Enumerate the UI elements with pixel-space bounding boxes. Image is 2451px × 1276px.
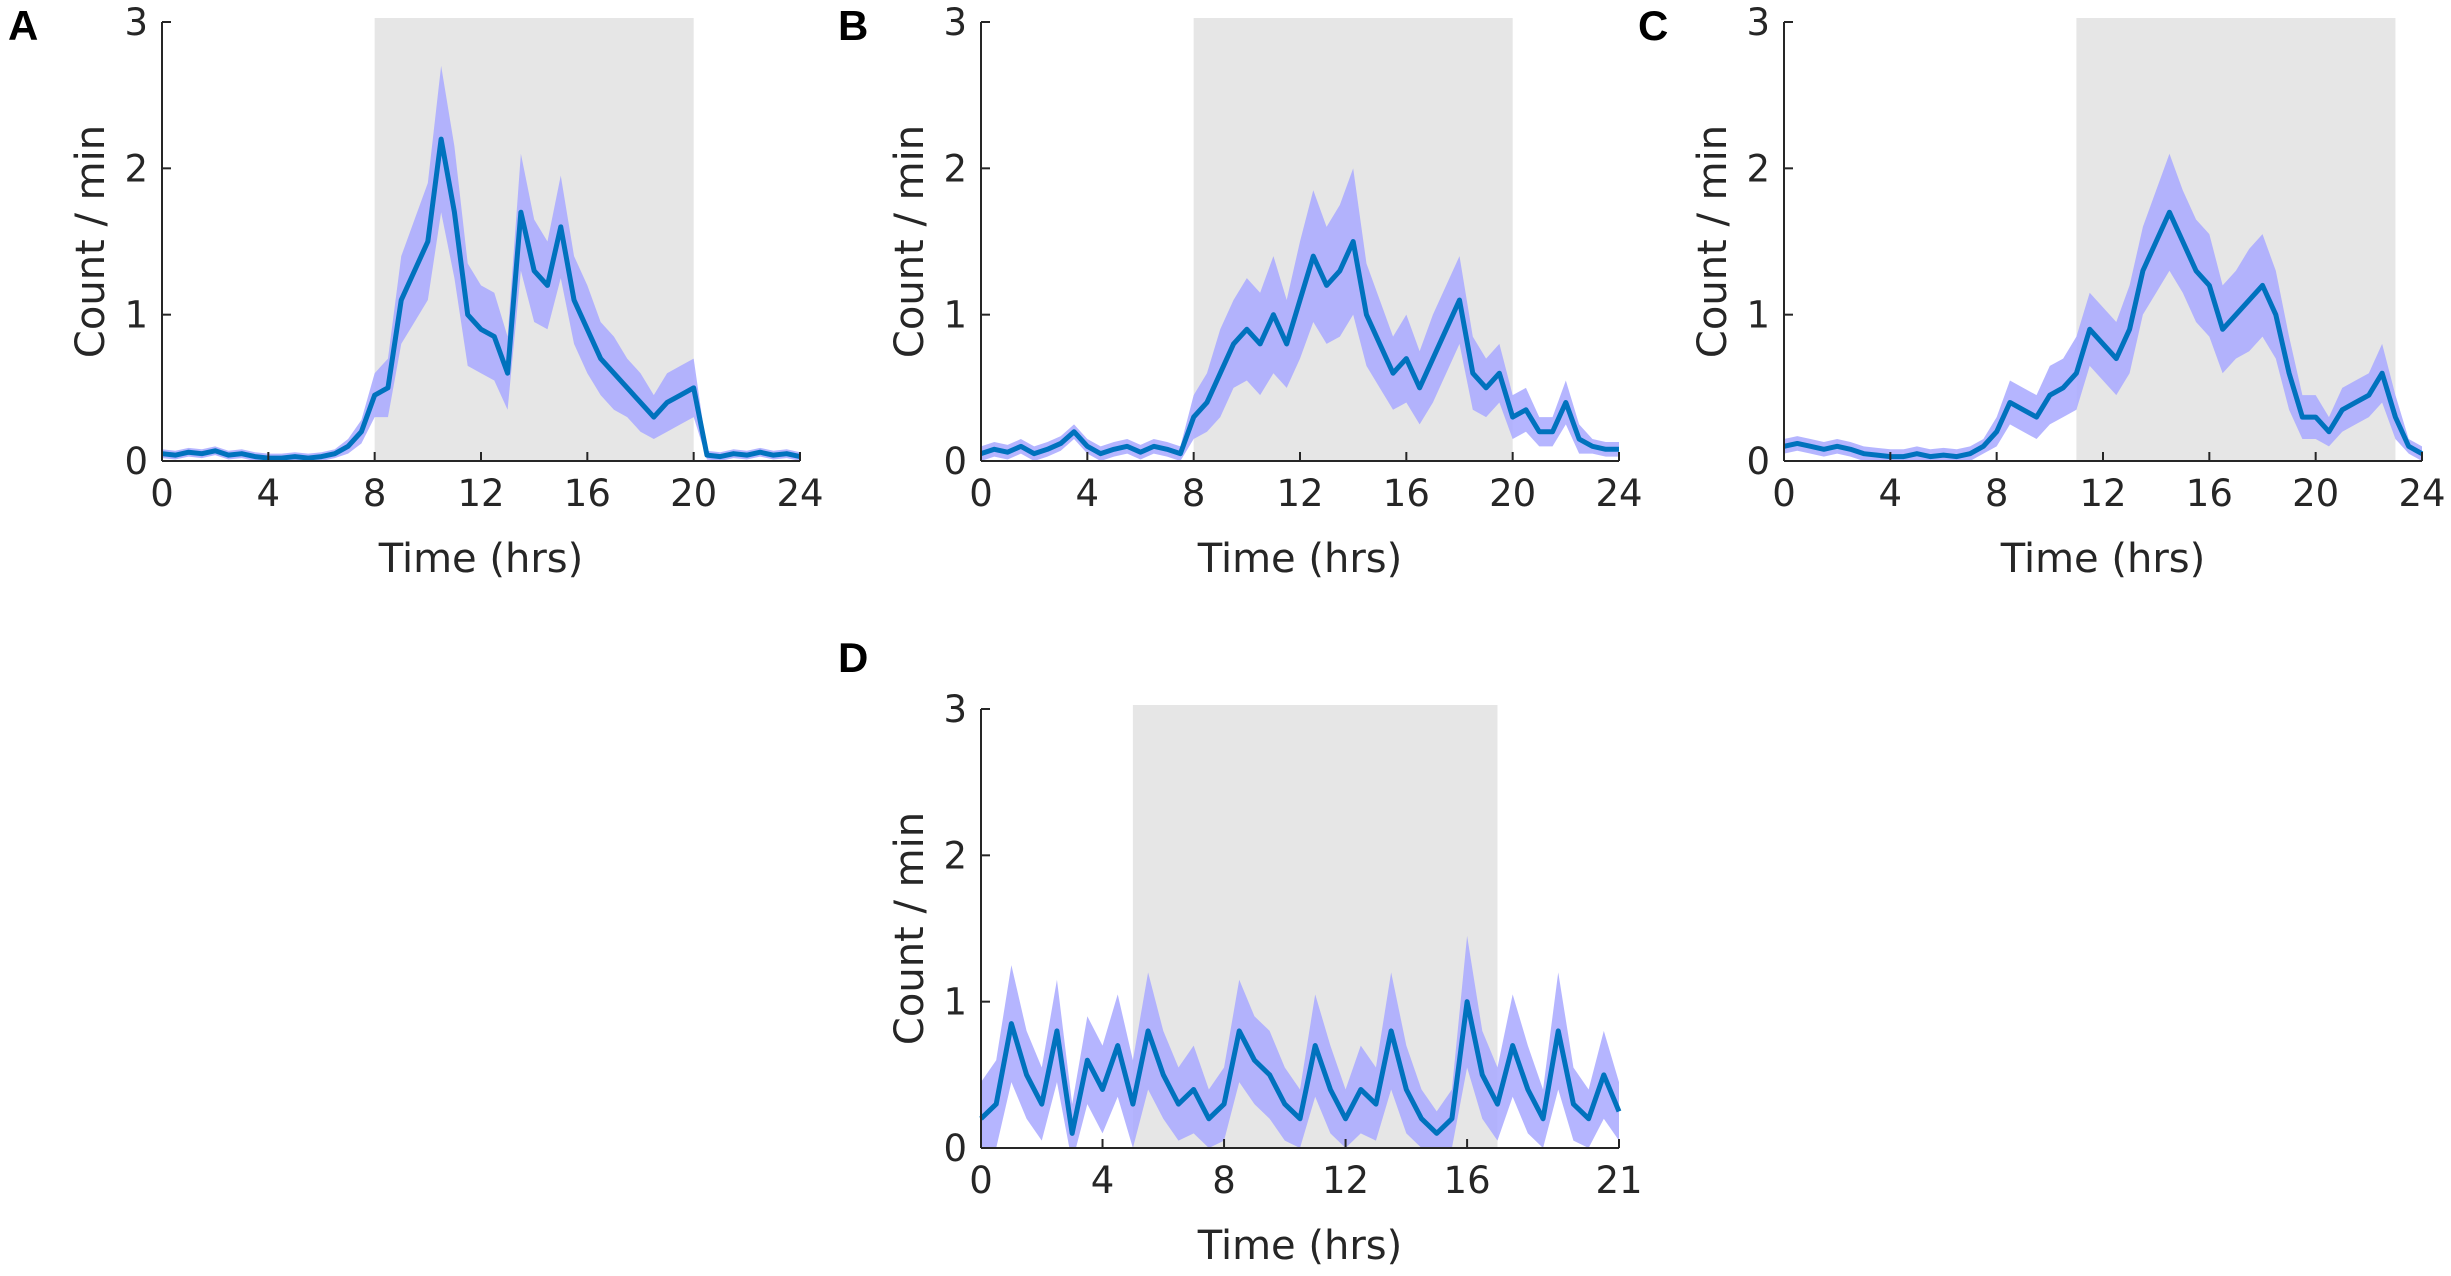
- x-tick-label: 4: [1076, 472, 1100, 515]
- x-tick-label: 8: [1182, 472, 1206, 515]
- panel-label: D: [838, 634, 868, 681]
- x-tick-label: 24: [1595, 472, 1642, 515]
- x-tick-label: 20: [2292, 472, 2339, 515]
- x-tick-label: 8: [1212, 1159, 1236, 1202]
- x-tick-label: 0: [1772, 472, 1796, 515]
- y-tick-label: 1: [943, 981, 967, 1024]
- x-tick-label: 16: [564, 472, 611, 515]
- panel-label: A: [8, 2, 38, 49]
- x-tick-label: 16: [1383, 472, 1430, 515]
- x-tick-label: 12: [1322, 1159, 1369, 1202]
- x-axis-label: Time (hrs): [2000, 536, 2205, 582]
- shaded-period: [2076, 18, 2396, 461]
- x-tick-label: 8: [1985, 472, 2009, 515]
- y-tick-label: 1: [1746, 294, 1770, 337]
- error-band: [1784, 153, 2422, 461]
- x-tick-label: 8: [363, 472, 387, 515]
- x-tick-label: 12: [1276, 472, 1323, 515]
- y-tick-label: 0: [1746, 440, 1770, 483]
- y-tick-label: 2: [943, 834, 967, 877]
- panel-label: B: [838, 2, 868, 49]
- y-tick-label: 2: [124, 147, 148, 190]
- x-tick-label: 24: [776, 472, 823, 515]
- y-axis-label: Count / min: [68, 125, 114, 358]
- y-tick-label: 2: [943, 147, 967, 190]
- mean-line: [979, 999, 1622, 1136]
- x-tick-label: 20: [670, 472, 717, 515]
- x-tick-label: 4: [1091, 1159, 1115, 1202]
- x-axis-label: Time (hrs): [1197, 536, 1402, 582]
- y-tick-label: 1: [943, 294, 967, 337]
- x-tick-label: 4: [257, 472, 281, 515]
- y-tick-label: 1: [124, 294, 148, 337]
- x-axis-label: Time (hrs): [1197, 1223, 1402, 1269]
- y-axis-label: Count / min: [1690, 125, 1736, 358]
- y-tick-label: 3: [1746, 1, 1770, 44]
- x-tick-label: 12: [2079, 472, 2126, 515]
- error-band: [981, 168, 1619, 461]
- mean-line: [980, 239, 1619, 457]
- x-axis-label: Time (hrs): [378, 536, 583, 582]
- x-tick-label: 16: [2186, 472, 2233, 515]
- y-tick-label: 0: [943, 1127, 967, 1170]
- x-tick-label: 0: [150, 472, 174, 515]
- panel-label: C: [1638, 2, 1668, 49]
- x-tick-label: 12: [457, 472, 504, 515]
- x-tick-label: 0: [969, 1159, 993, 1202]
- y-tick-label: 0: [124, 440, 148, 483]
- x-tick-label: 0: [969, 472, 993, 515]
- error-band: [981, 935, 1619, 1148]
- x-tick-label: 16: [1444, 1159, 1491, 1202]
- x-tick-label: 21: [1595, 1159, 1642, 1202]
- y-axis-label: Count / min: [887, 125, 933, 358]
- y-tick-label: 0: [943, 440, 967, 483]
- y-tick-label: 2: [1746, 147, 1770, 190]
- x-tick-label: 4: [1879, 472, 1903, 515]
- y-tick-label: 3: [943, 1, 967, 44]
- y-tick-label: 3: [943, 688, 967, 731]
- y-axis-label: Count / min: [887, 812, 933, 1045]
- y-tick-label: 3: [124, 1, 148, 44]
- x-tick-label: 24: [2398, 472, 2445, 515]
- x-tick-label: 20: [1489, 472, 1536, 515]
